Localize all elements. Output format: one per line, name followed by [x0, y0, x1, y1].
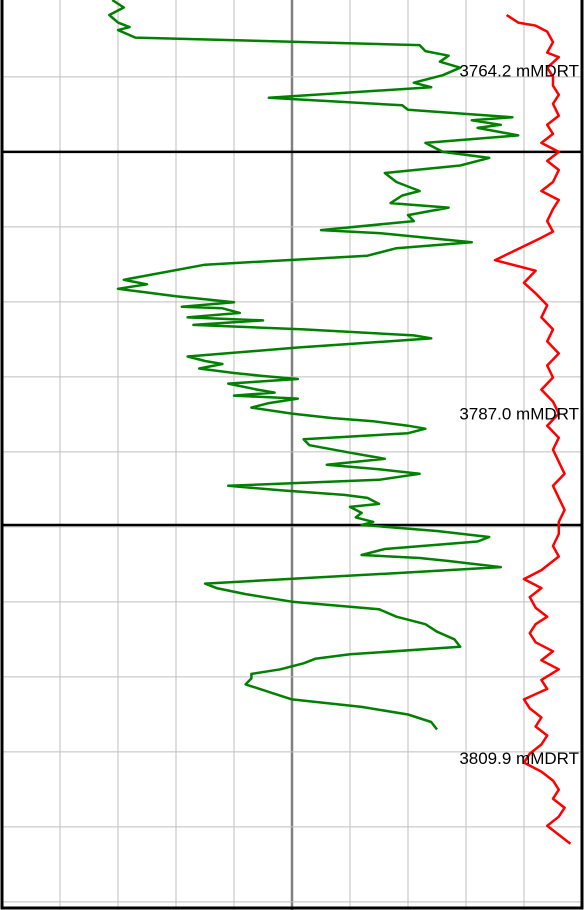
red-log-curve [493, 13, 572, 845]
depth-label-3: 3809.9 mMDRT [459, 749, 579, 768]
depth-labels: 3764.2 mMDRT 3787.0 mMDRT 3809.9 mMDRT [459, 62, 579, 768]
green-log-curve [108, 0, 520, 731]
log-curves [108, 0, 572, 845]
depth-label-1: 3764.2 mMDRT [459, 62, 579, 81]
major-depth-lines [2, 150, 582, 527]
depth-label-2: 3787.0 mMDRT [459, 405, 579, 424]
